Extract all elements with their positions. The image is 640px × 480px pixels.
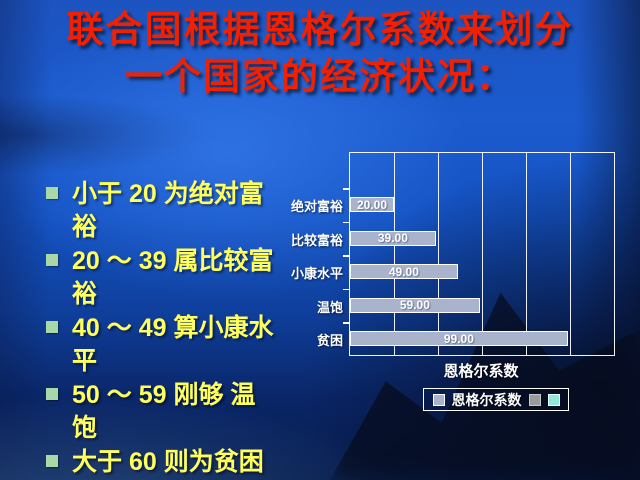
category-label: 贫困 — [316, 333, 343, 348]
chart-plot: 20.00 39.00 49.00 59.00 99.00 — [343, 152, 615, 356]
category-label: 小康水平 — [290, 266, 343, 281]
chart-legend: 恩格尔系数 — [423, 388, 569, 411]
list-item-label: 20 ～ 39 属比较富 裕 — [72, 247, 274, 308]
category-label: 绝对富裕 — [290, 199, 343, 214]
category-label: 比较富裕 — [290, 232, 343, 248]
list-item: 小于 20 为绝对富 裕 — [46, 178, 298, 244]
axis-tick — [343, 255, 349, 257]
legend-series-label: 恩格尔系数 — [451, 391, 522, 408]
bar-1: 20.00 — [350, 197, 394, 212]
slide-title-line2: 一个国家的经济状况： — [125, 56, 515, 97]
bar-value-label: 59.00 — [399, 298, 430, 312]
list-item-label: 小于 20 为绝对富 裕 — [72, 180, 264, 241]
bar-2: 39.00 — [350, 230, 436, 246]
list-item-label: 大于 60 则为贫困 — [72, 448, 264, 476]
bar-value-label: 49.00 — [388, 264, 419, 279]
gridline — [438, 153, 440, 355]
legend-gray-swatch-icon — [528, 393, 541, 406]
bullet-square-icon — [46, 388, 58, 400]
list-item: 20 ～ 39 属比较富 裕 — [46, 245, 298, 311]
axis-tick — [343, 322, 349, 324]
gridline — [526, 153, 528, 355]
chart-category-axis: 绝对富裕比较富裕小康水平温饱贫困 — [281, 152, 343, 354]
category-label: 温饱 — [316, 299, 343, 315]
bar-value-label: 99.00 — [443, 331, 474, 346]
bar-value-label: 20.00 — [356, 197, 388, 212]
slide-title-line1: 联合国根据恩格尔系数来划分 — [66, 9, 574, 50]
chart-x-axis-title: 恩格尔系数 — [443, 363, 519, 380]
axis-tick — [343, 188, 349, 190]
list-item: 大于 60 则为贫困 — [46, 446, 298, 479]
bullet-square-icon — [46, 187, 58, 199]
bullet-square-icon — [46, 321, 58, 333]
gridline — [570, 153, 572, 355]
bar-3: 49.00 — [350, 264, 458, 279]
bullet-list: 小于 20 为绝对富 裕 20 ～ 39 属比较富 裕 40 ～ 49 算小康水 平… — [46, 178, 298, 480]
bar-5: 99.00 — [350, 331, 568, 346]
list-item-label: 50 ～ 59 刚够 温 饱 — [72, 381, 256, 442]
list-item: 40 ～ 49 算小康水 平 — [46, 312, 298, 378]
legend-cyan-swatch-icon — [547, 393, 560, 406]
list-item-label: 40 ～ 49 算小康水 平 — [72, 314, 274, 375]
gridline — [394, 153, 396, 355]
slide-title: 联合国根据恩格尔系数来划分 一个国家的经济状况： — [0, 6, 640, 100]
axis-tick — [343, 221, 349, 223]
bullet-square-icon — [46, 455, 58, 467]
gridline — [482, 153, 484, 355]
bar-4: 59.00 — [350, 297, 480, 313]
legend-series-swatch-icon — [432, 393, 445, 406]
axis-tick — [343, 288, 349, 290]
bar-value-label: 39.00 — [377, 231, 408, 245]
list-item: 50 ～ 59 刚够 温 饱 — [46, 379, 298, 445]
bullet-square-icon — [46, 254, 58, 266]
